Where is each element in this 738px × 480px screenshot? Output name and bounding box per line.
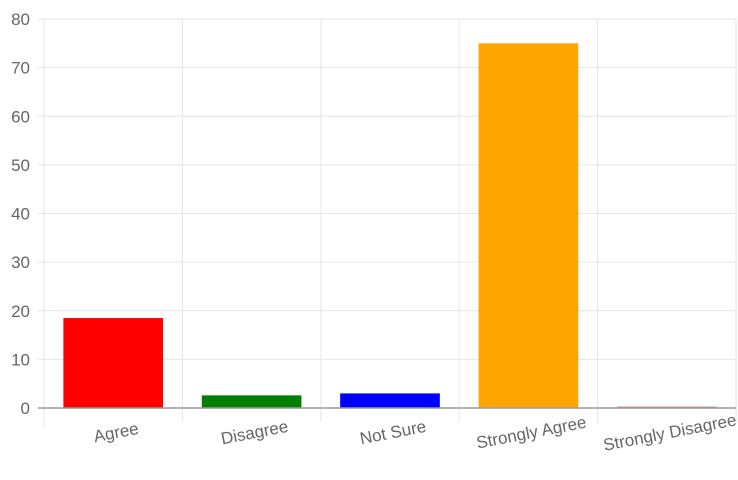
bar-not-sure	[340, 393, 440, 408]
x-tick-label: Not Sure	[358, 417, 427, 448]
x-tick-label: Strongly Disagree	[602, 410, 738, 454]
bar-disagree	[201, 395, 302, 408]
y-tick-label: 20	[11, 302, 30, 321]
x-tick-label: Disagree	[219, 417, 289, 449]
bar-strongly-agree	[478, 43, 579, 408]
bar-layer	[63, 43, 717, 408]
bar-agree	[63, 318, 164, 408]
y-tick-label: 60	[11, 107, 30, 126]
y-tick-label: 50	[11, 156, 30, 175]
y-tick-label: 10	[11, 350, 30, 369]
y-tick-label: 40	[11, 205, 30, 224]
x-tick-label: Agree	[92, 419, 140, 446]
y-tick-label: 70	[11, 59, 30, 78]
axis-layer	[38, 19, 736, 409]
y-tick-label: 80	[11, 10, 30, 29]
x-tick-label: Strongly Agree	[475, 413, 588, 453]
y-tick-label: 30	[11, 253, 30, 272]
y-tick-label: 0	[21, 399, 30, 418]
